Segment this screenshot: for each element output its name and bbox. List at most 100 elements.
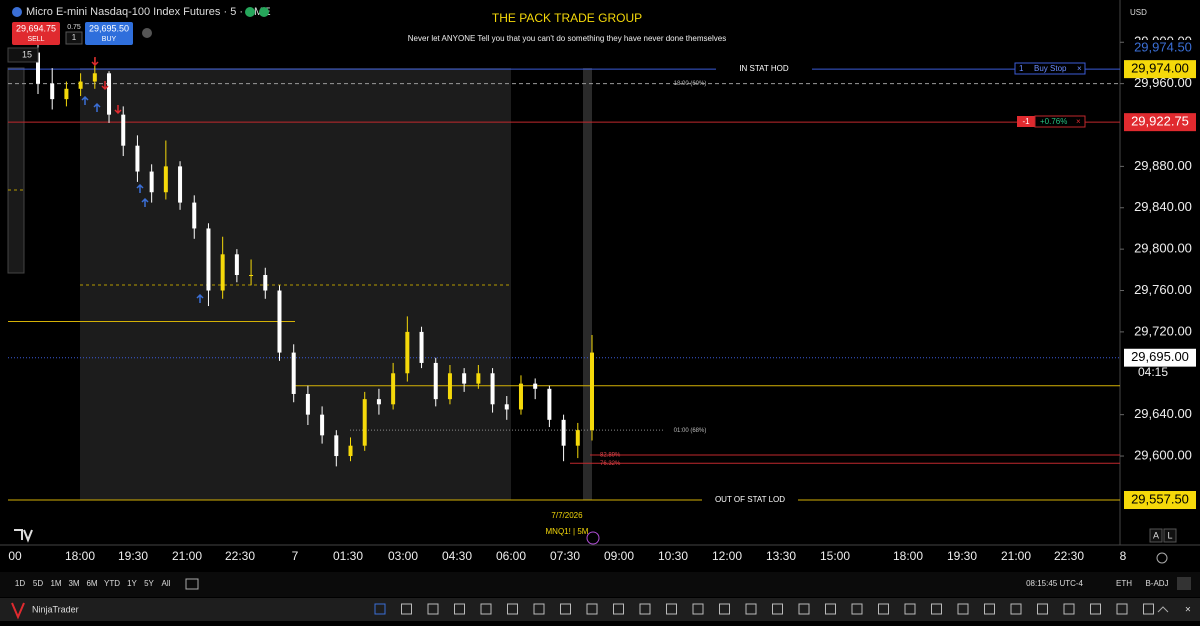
- y-tick-label: 29,880.00: [1134, 158, 1192, 173]
- tool-icon[interactable]: [957, 603, 969, 615]
- scale-button[interactable]: [1163, 528, 1177, 543]
- axis-price-box: [1124, 40, 1194, 56]
- tool-icon[interactable]: [719, 603, 730, 615]
- interval-box[interactable]: [7, 47, 39, 63]
- candle-body: [277, 290, 282, 353]
- tool-icon[interactable]: [427, 603, 439, 615]
- trade-arrow: [101, 81, 109, 91]
- flag-icon: [12, 7, 22, 17]
- range-button[interactable]: 6M: [86, 579, 97, 588]
- candle-body: [149, 171, 154, 193]
- countdown-box: [1124, 366, 1196, 382]
- price-marker: [1124, 491, 1196, 509]
- tool-icon[interactable]: [931, 603, 942, 615]
- x-tick-label: 15:00: [820, 549, 850, 563]
- settings-icon[interactable]: [1156, 552, 1168, 564]
- price-marker: [1124, 348, 1196, 367]
- tool-icon[interactable]: [401, 603, 412, 615]
- expand-icon[interactable]: [1157, 606, 1169, 613]
- tool-icon[interactable]: [1143, 603, 1154, 615]
- tool-icon[interactable]: [851, 603, 863, 615]
- tool-icon[interactable]: [1037, 603, 1048, 615]
- x-tick-label: 04:30: [442, 549, 472, 563]
- buy-button[interactable]: [85, 22, 133, 45]
- candle-body: [78, 81, 83, 89]
- scale-button[interactable]: [1149, 528, 1163, 543]
- tool-icon[interactable]: [1116, 603, 1128, 615]
- levels: IN STAT HOD 18:00 (60%) 01:00 (68%) 82.89% 7…: [8, 63, 1120, 506]
- y-tick-label: 29,720.00: [1134, 323, 1192, 338]
- tool-icon[interactable]: [560, 603, 571, 615]
- order-type: Buy Stop: [1034, 64, 1067, 73]
- range-button[interactable]: YTD: [104, 579, 120, 588]
- tool-icon[interactable]: [798, 603, 810, 615]
- adjust[interactable]: B-ADJ: [1145, 579, 1168, 588]
- y-tick-label: 29,760.00: [1134, 282, 1192, 297]
- range-button[interactable]: 5Y: [144, 579, 154, 588]
- tool-icon[interactable]: [1063, 603, 1075, 615]
- candle-body: [405, 331, 410, 374]
- range-button[interactable]: 5D: [33, 579, 43, 588]
- candle-body: [50, 83, 55, 100]
- toggle-icon[interactable]: [1177, 577, 1191, 590]
- candle-body: [178, 166, 183, 203]
- tool-icon[interactable]: [984, 603, 995, 615]
- tool-icon[interactable]: [825, 603, 836, 615]
- tool-icon[interactable]: [772, 603, 783, 615]
- position-qty-box: [1017, 116, 1035, 127]
- status-dot: [245, 7, 255, 17]
- level-label-bg: [716, 63, 812, 76]
- tool-icon[interactable]: [507, 603, 518, 615]
- candle-body: [476, 373, 481, 384]
- level-label: 01:00 (68%): [674, 428, 707, 434]
- price-marker-label: 29,922.75: [1131, 114, 1189, 129]
- candle-body: [234, 254, 239, 275]
- tool-icon[interactable]: [639, 603, 651, 615]
- spread: 0.75: [67, 24, 81, 31]
- candle-body: [320, 414, 325, 436]
- qty-box[interactable]: [65, 31, 83, 45]
- tool-icon[interactable]: [454, 603, 465, 615]
- sell-button[interactable]: [12, 22, 60, 45]
- candle-body: [206, 228, 211, 291]
- info-icon[interactable]: [142, 28, 152, 38]
- tool-icon[interactable]: [613, 603, 624, 615]
- tool-icon[interactable]: [480, 603, 492, 615]
- close-icon[interactable]: ×: [1185, 605, 1191, 616]
- tool-icon[interactable]: [586, 603, 598, 615]
- session-type[interactable]: ETH: [1116, 579, 1132, 588]
- y-tick-label: 29,960.00: [1134, 75, 1192, 90]
- y-tick-label: 29,840.00: [1134, 199, 1192, 214]
- level-label: 18:00 (60%): [674, 81, 707, 87]
- tool-icon[interactable]: [745, 603, 757, 615]
- tool-icon[interactable]: [1010, 603, 1022, 615]
- drawing-tools: [374, 603, 1154, 615]
- candle-body: [92, 73, 97, 82]
- level-label: 76.32%: [600, 461, 621, 467]
- range-button[interactable]: 3M: [68, 579, 79, 588]
- tool-icon[interactable]: [1090, 603, 1101, 615]
- order-widget[interactable]: [1014, 62, 1086, 75]
- trade-arrow: [141, 197, 149, 207]
- range-button[interactable]: 1D: [15, 579, 25, 588]
- logo: [14, 529, 33, 543]
- replay-icon[interactable]: [586, 531, 600, 545]
- tool-icon[interactable]: [692, 603, 704, 615]
- range-button[interactable]: 1Y: [127, 579, 137, 588]
- position-widget[interactable]: [1034, 115, 1086, 128]
- order-close[interactable]: ×: [1077, 64, 1082, 73]
- tool-icon[interactable]: [904, 603, 916, 615]
- calendar-icon[interactable]: [185, 578, 199, 590]
- position-close[interactable]: ×: [1076, 117, 1081, 126]
- range-bar: [0, 572, 1200, 597]
- tool-icon[interactable]: [878, 603, 889, 615]
- tool-icon[interactable]: [666, 603, 677, 615]
- candle-body: [590, 352, 594, 431]
- range-button[interactable]: All: [162, 579, 171, 588]
- session-symbol: MNQ1! | 5M: [546, 527, 589, 536]
- tool-icon[interactable]: [374, 603, 386, 615]
- tool-icon[interactable]: [533, 603, 545, 615]
- x-tick-label: 18:00: [65, 549, 95, 563]
- range-button[interactable]: 1M: [50, 579, 61, 588]
- candle-body: [263, 275, 268, 291]
